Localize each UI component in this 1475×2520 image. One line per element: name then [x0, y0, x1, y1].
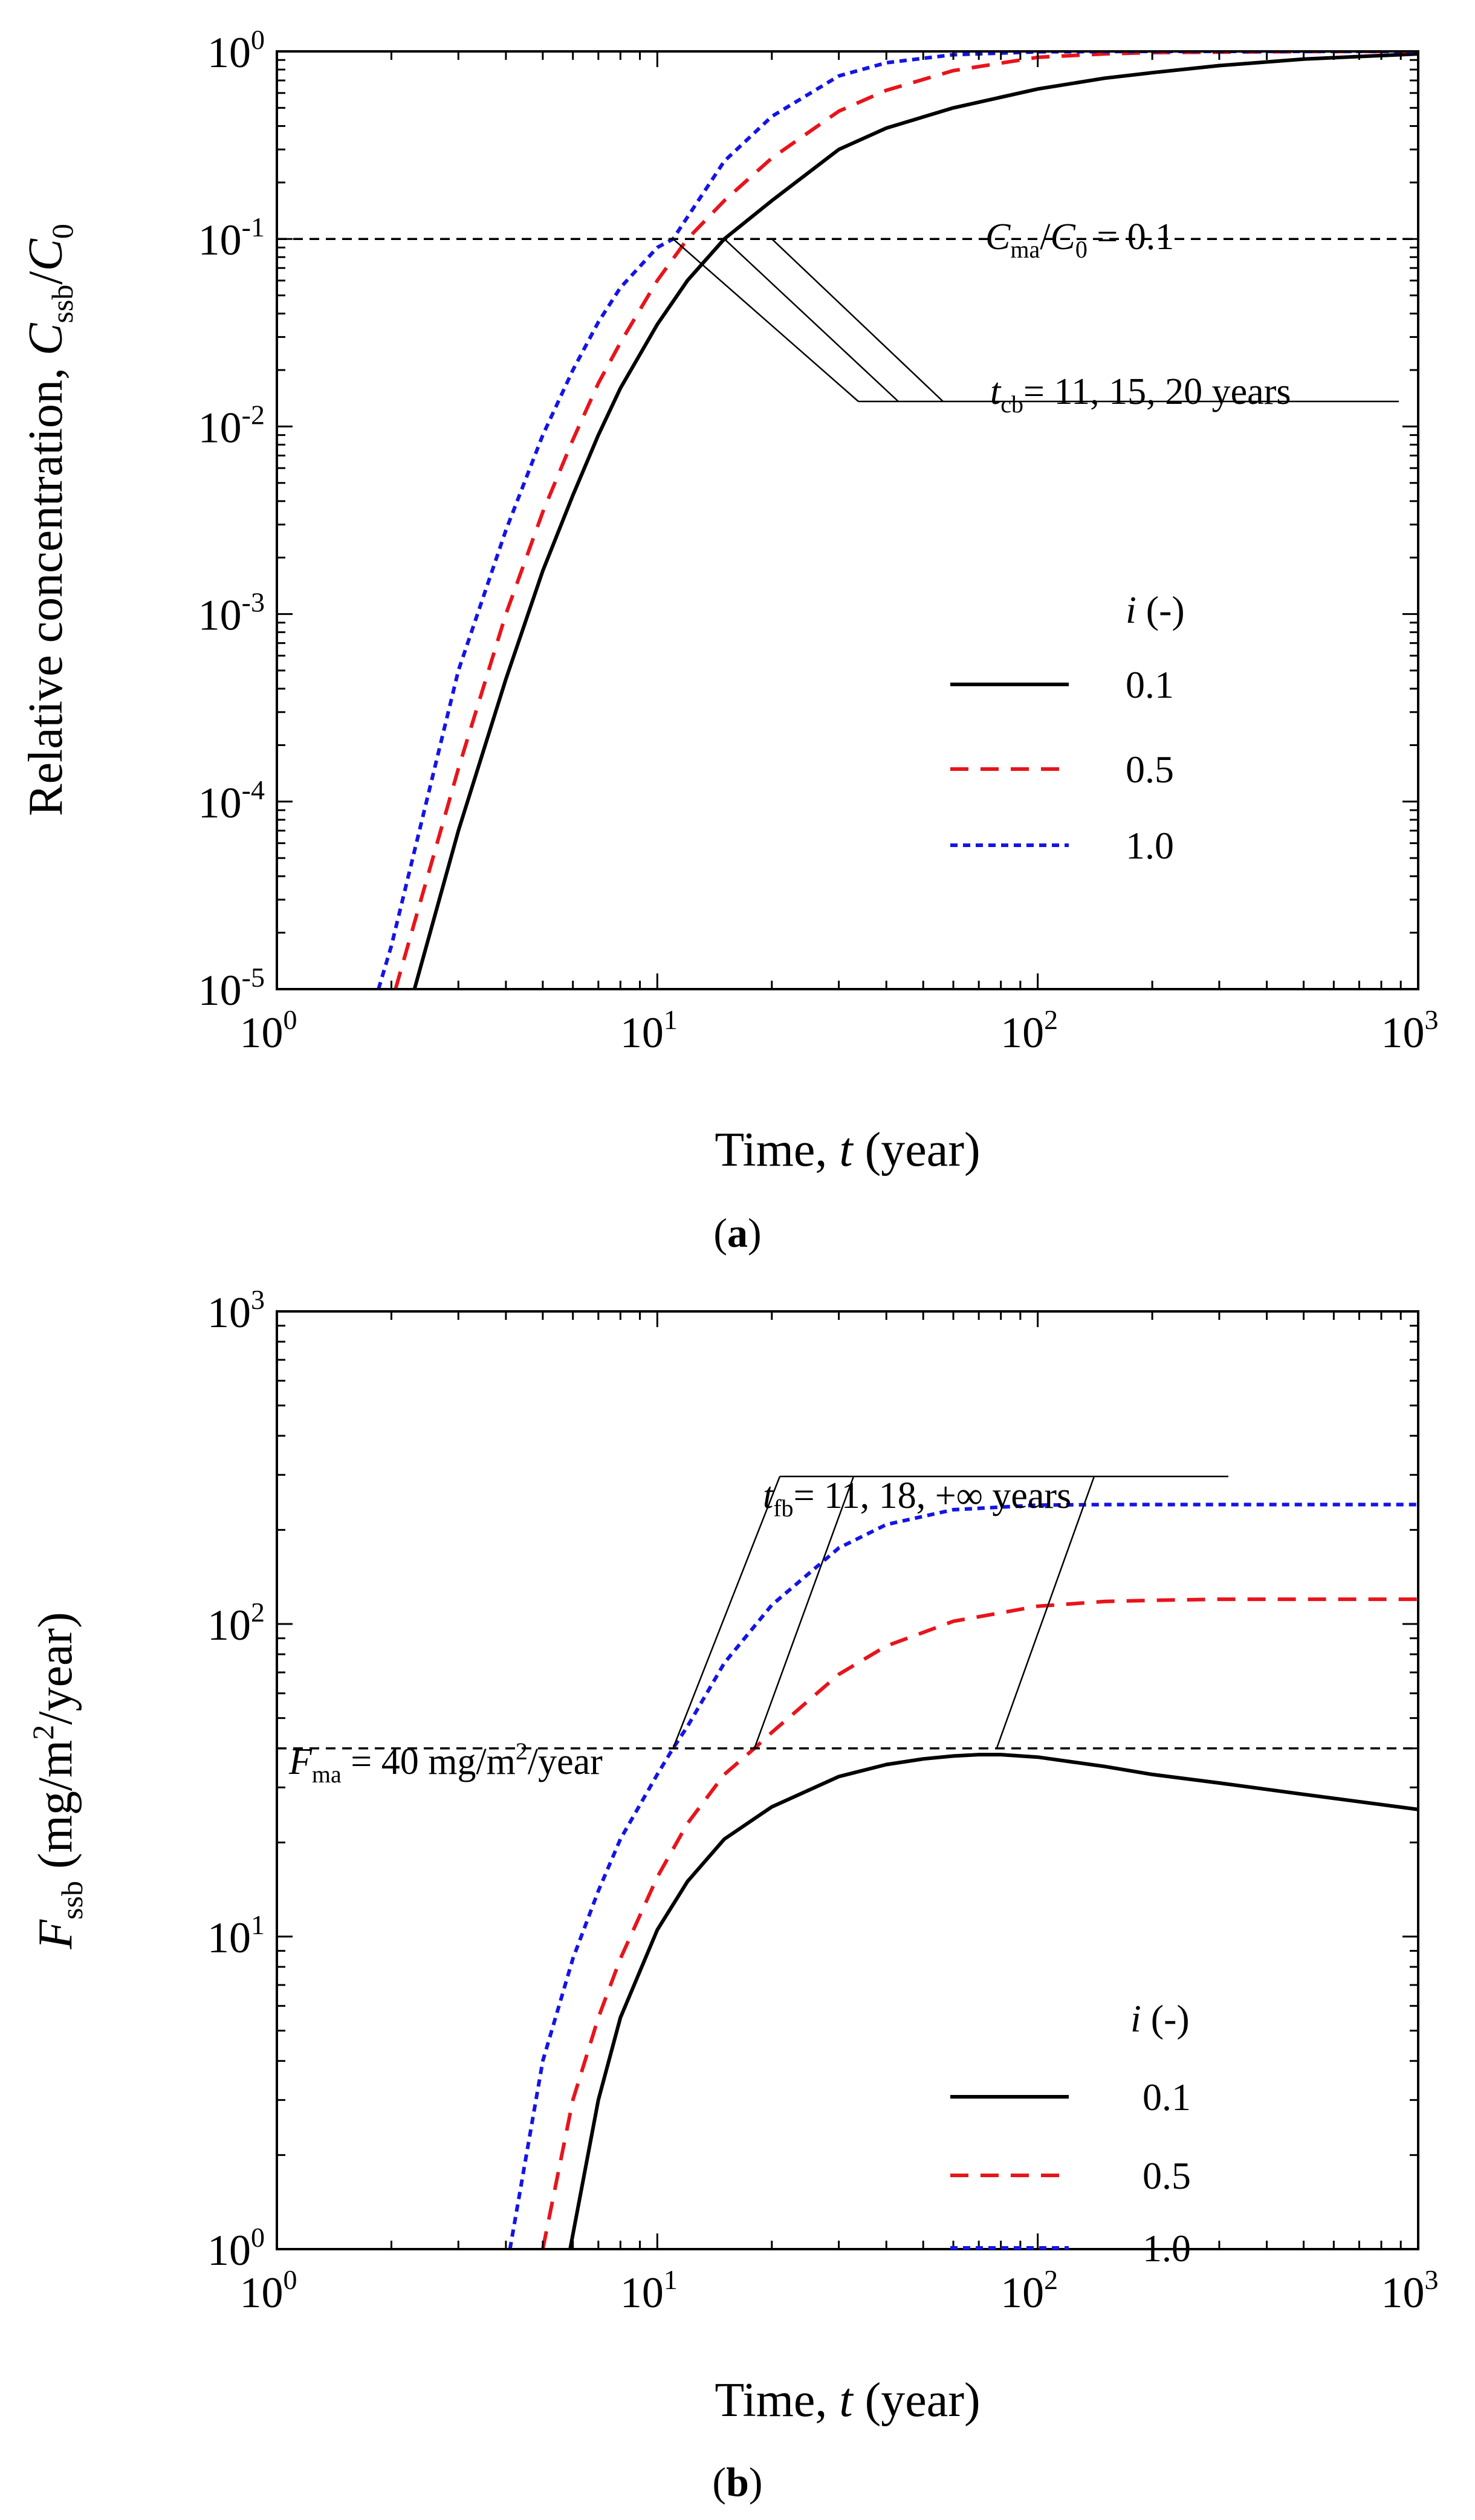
panel-a-annotation-leader-2 — [771, 238, 944, 402]
panel-a: 100 101 102 103 10-5 10-4 10-3 10-2 10-1 100 Cma… — [19, 24, 1439, 1256]
panel-b-threshold-label: Fma = 40 mg/m2/year — [288, 1738, 603, 1788]
panel-a-series-0_5-line — [394, 51, 1418, 989]
panel-b-ytick-label: 102 — [207, 1597, 265, 1649]
panel-a-ytick-label: 100 — [207, 24, 265, 77]
panel-b-annotation-leader-2 — [996, 1476, 1095, 1749]
panel-b-annotation-leader-0 — [672, 1476, 781, 1749]
panel-b-legend-label-0: 0.1 — [1143, 2076, 1191, 2119]
panel-a-legend-title: i (-) — [1126, 588, 1185, 631]
panel-a-xtick-label: 101 — [620, 1004, 678, 1057]
panel-b-tfb-label: tfb= 11, 18, +∞ years — [763, 1475, 1071, 1522]
panel-a-annotation-lines — [672, 238, 1399, 403]
panel-a-threshold-label: Cma/C0 = 0.1 — [985, 216, 1174, 263]
panel-b-legend-label-2: 1.0 — [1143, 2227, 1191, 2270]
panel-b-legend-title: i (-) — [1130, 1997, 1190, 2040]
panel-b-annotation-lines — [672, 1475, 1228, 1749]
panel-a-xtick-label: 102 — [1000, 1004, 1058, 1057]
panel-b-ytick-label: 101 — [207, 1909, 265, 1962]
panel-b-series-0_5-line — [540, 1597, 1418, 2249]
panel-a-xtick-label: 103 — [1381, 1004, 1439, 1057]
panel-b-xlabel: Time, t (year) — [715, 2374, 980, 2427]
panel-a-yticks: 10-5 10-4 10-3 10-2 10-1 100 — [198, 24, 1418, 1015]
panel-a-series-1_0-line — [377, 51, 1418, 989]
panel-a-xlabel: Time, t (year) — [715, 1123, 980, 1177]
panel-b-xticks: 100 101 102 103 — [240, 1311, 1439, 2317]
panel-a-legend: i (-) 0.1 0.5 1.0 — [950, 588, 1185, 867]
panel-b-ytick-label: 103 — [207, 1284, 265, 1337]
panel-a-legend-label-1: 0.5 — [1126, 748, 1174, 791]
panel-a-xtick-label: 100 — [240, 1004, 297, 1057]
panel-b-xtick-label: 103 — [1381, 2264, 1439, 2317]
panel-a-series — [377, 51, 1418, 989]
panel-a-legend-label-0: 0.1 — [1126, 663, 1174, 706]
panel-a-plot-frame — [276, 50, 1419, 990]
panel-a-series-0_1-line — [412, 52, 1418, 989]
panel-b-xtick-label: 102 — [1000, 2264, 1058, 2317]
panel-a-tcb-label: tcb= 11, 15, 20 years — [990, 371, 1291, 418]
panel-a-ytick-label: 10-4 — [198, 775, 265, 827]
panel-b-plot-frame — [276, 1310, 1419, 2250]
panel-a-caption: (a) — [713, 1210, 761, 1256]
panel-b: 100 101 102 103 100 101 102 103 Fma = 40 mg/m2… — [26, 1284, 1439, 2505]
panel-a-ytick-label: 10-1 — [198, 212, 265, 264]
panel-a-ytick-label: 10-2 — [198, 399, 265, 452]
panel-b-legend: i (-) 0.1 0.5 1.0 — [950, 1997, 1191, 2270]
panel-b-xtick-label: 101 — [620, 2264, 678, 2317]
panel-b-series — [508, 1502, 1418, 2249]
panel-b-series-0_1-line — [568, 1753, 1418, 2249]
panel-a-ytick-label: 10-5 — [198, 962, 265, 1015]
panel-a-legend-label-2: 1.0 — [1126, 824, 1174, 867]
panel-a-annotation-leader-1 — [724, 238, 899, 402]
panel-a-annotation-leader-0 — [672, 238, 859, 402]
panel-b-ytick-label: 100 — [207, 2222, 265, 2275]
panel-b-caption: (b) — [712, 2459, 762, 2505]
panel-b-legend-label-1: 0.5 — [1143, 2154, 1191, 2197]
panel-a-ylabel: Relative concentration, Cssb/C0 — [19, 224, 79, 816]
panel-a-xticks: 100 101 102 103 — [240, 51, 1439, 1057]
panel-b-series-1_0-line — [508, 1502, 1418, 2249]
panel-b-yticks: 100 101 102 103 — [207, 1284, 1418, 2275]
panel-b-xtick-label: 100 — [240, 2264, 297, 2317]
panel-a-ytick-label: 10-3 — [198, 587, 265, 640]
panel-b-annotation-leader-1 — [753, 1476, 855, 1749]
panel-b-ylabel: Fssb (mg/m2/year) — [26, 1612, 89, 1950]
